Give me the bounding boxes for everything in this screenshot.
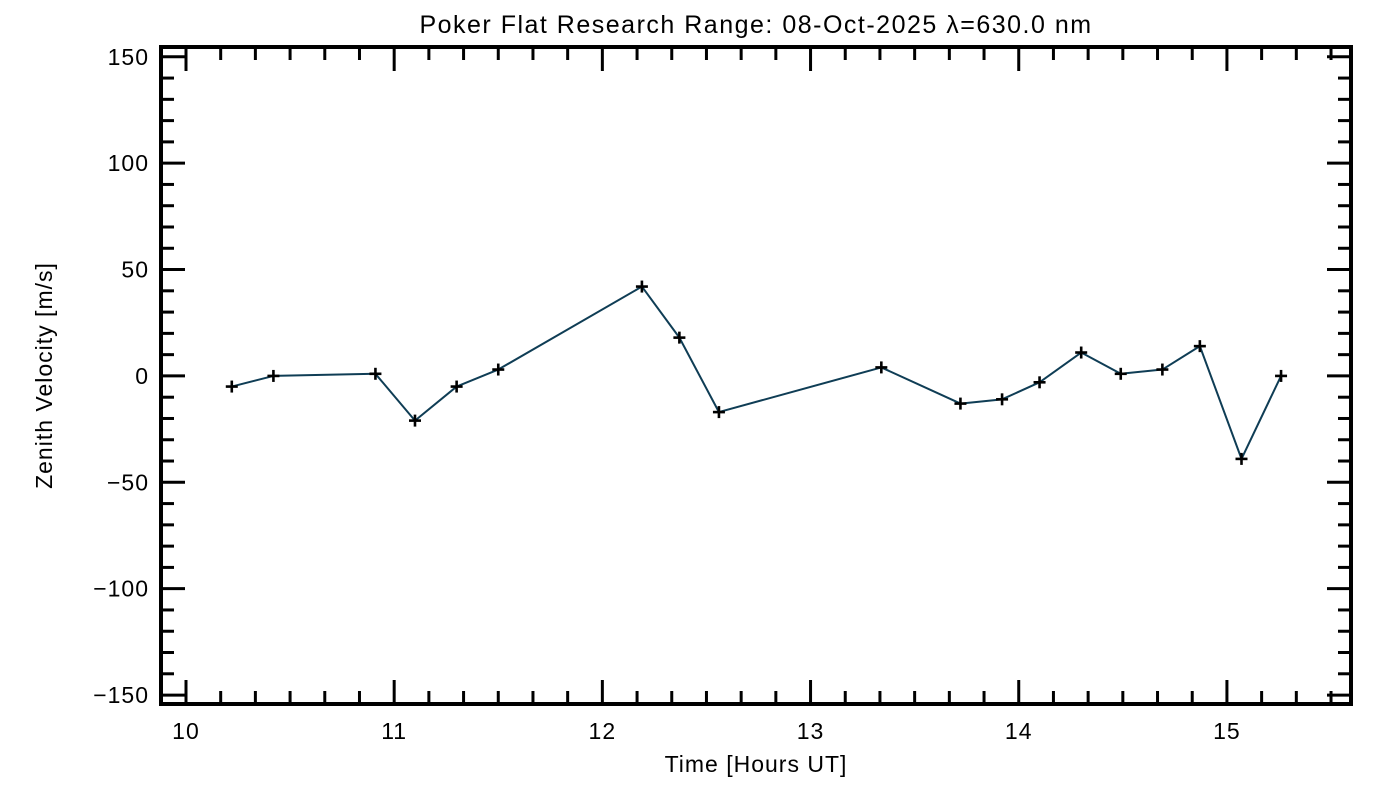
plus-marker — [408, 414, 421, 427]
x-tick-label: 11 — [381, 718, 407, 744]
plus-marker — [954, 397, 967, 410]
axis-tick-labels: 10 11 12 13 14 15 −150 −100 −50 0 50 100 150 — [93, 44, 1241, 744]
axis-ticks — [161, 47, 1351, 704]
plus-marker — [1156, 363, 1169, 376]
y-tick-label: 150 — [108, 44, 149, 70]
plus-marker — [712, 406, 725, 419]
plus-marker — [369, 367, 382, 380]
plus-marker — [673, 331, 686, 344]
y-tick-label: −150 — [93, 682, 149, 708]
plus-marker — [1235, 452, 1248, 465]
plus-marker — [996, 393, 1009, 406]
plus-marker — [875, 361, 888, 374]
plus-marker — [1075, 346, 1088, 359]
x-tick-label: 15 — [1213, 718, 1241, 744]
x-tick-label: 13 — [797, 718, 825, 744]
y-axis-label: Zenith Velocity [m/s] — [31, 262, 57, 489]
plus-marker — [1033, 376, 1046, 389]
y-tick-label: −50 — [107, 469, 149, 495]
plus-marker — [267, 369, 280, 382]
plus-marker — [635, 280, 648, 293]
plus-marker — [1193, 340, 1206, 353]
plus-marker — [1114, 367, 1127, 380]
y-tick-label: 0 — [135, 363, 149, 389]
plus-marker — [492, 363, 505, 376]
y-tick-label: −100 — [93, 576, 149, 602]
chart-title: Poker Flat Research Range: 08-Oct-2025 λ… — [419, 11, 1092, 39]
x-tick-label: 10 — [172, 718, 200, 744]
y-tick-label: 50 — [121, 257, 149, 283]
data-markers — [225, 280, 1288, 465]
plus-marker — [450, 380, 463, 393]
x-axis-label: Time [Hours UT] — [665, 751, 848, 777]
x-tick-label: 14 — [1005, 718, 1033, 744]
plus-marker — [1275, 369, 1288, 382]
x-tick-label: 12 — [589, 718, 617, 744]
plus-marker — [225, 380, 238, 393]
y-tick-label: 100 — [108, 150, 149, 176]
